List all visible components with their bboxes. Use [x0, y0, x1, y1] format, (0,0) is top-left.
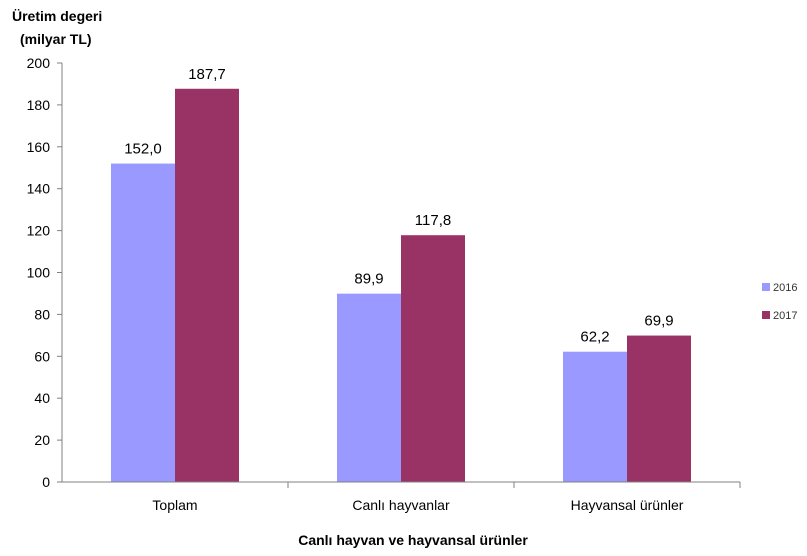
bar-2016-1 [111, 163, 175, 482]
y-tick-label: 160 [27, 139, 51, 155]
bar-2017-3 [627, 335, 691, 482]
y-axis-title-line2: (milyar TL) [20, 31, 92, 47]
legend: 2016 2017 [762, 282, 797, 322]
bar-2017-2 [401, 235, 465, 482]
y-axis-title-line1: Üretim degeri [12, 8, 102, 24]
y-tick-label: 180 [27, 97, 51, 113]
legend-label-2016: 2016 [773, 282, 797, 294]
bar-2017-1 [175, 88, 239, 483]
x-axis-title: Canlı hayvan ve hayvansal ürünler [298, 532, 528, 548]
data-label-2016-2: 89,9 [354, 271, 383, 288]
data-label-2017-3: 69,9 [644, 313, 673, 330]
bars-group [111, 88, 691, 483]
y-tick-label: 20 [34, 432, 50, 448]
y-axis-ticks: 0 20 40 60 80 100 120 140 160 180 200 [27, 55, 62, 490]
y-tick-label: 60 [34, 348, 50, 364]
category-labels-group: Toplam Canlı hayvanlar Hayvansal ürünler [152, 497, 683, 513]
data-label-2017-2: 117,8 [415, 212, 451, 229]
y-tick-label: 0 [42, 474, 50, 490]
category-label-1: Toplam [152, 497, 197, 513]
y-tick-label: 40 [34, 390, 50, 406]
category-label-3: Hayvansal ürünler [571, 497, 684, 513]
x-axis-ticks [287, 482, 741, 488]
bar-2016-3 [563, 351, 627, 482]
category-label-2: Canlı hayvanlar [352, 497, 450, 513]
legend-swatch-2017 [762, 311, 770, 319]
bar-2016-2 [337, 293, 401, 482]
data-label-2016-3: 62,2 [580, 329, 609, 346]
y-tick-label: 140 [27, 181, 51, 197]
legend-label-2017: 2017 [773, 310, 797, 322]
y-tick-label: 120 [27, 223, 51, 239]
data-label-2017-1: 187,7 [188, 66, 226, 83]
data-label-2016-1: 152,0 [124, 141, 162, 158]
y-tick-label: 100 [27, 265, 51, 281]
y-tick-label: 200 [27, 55, 51, 71]
y-tick-label: 80 [34, 306, 50, 322]
legend-swatch-2016 [762, 283, 770, 291]
data-labels-group: 152,0 187,7 89,9 117,8 62,2 69,9 [124, 66, 673, 346]
